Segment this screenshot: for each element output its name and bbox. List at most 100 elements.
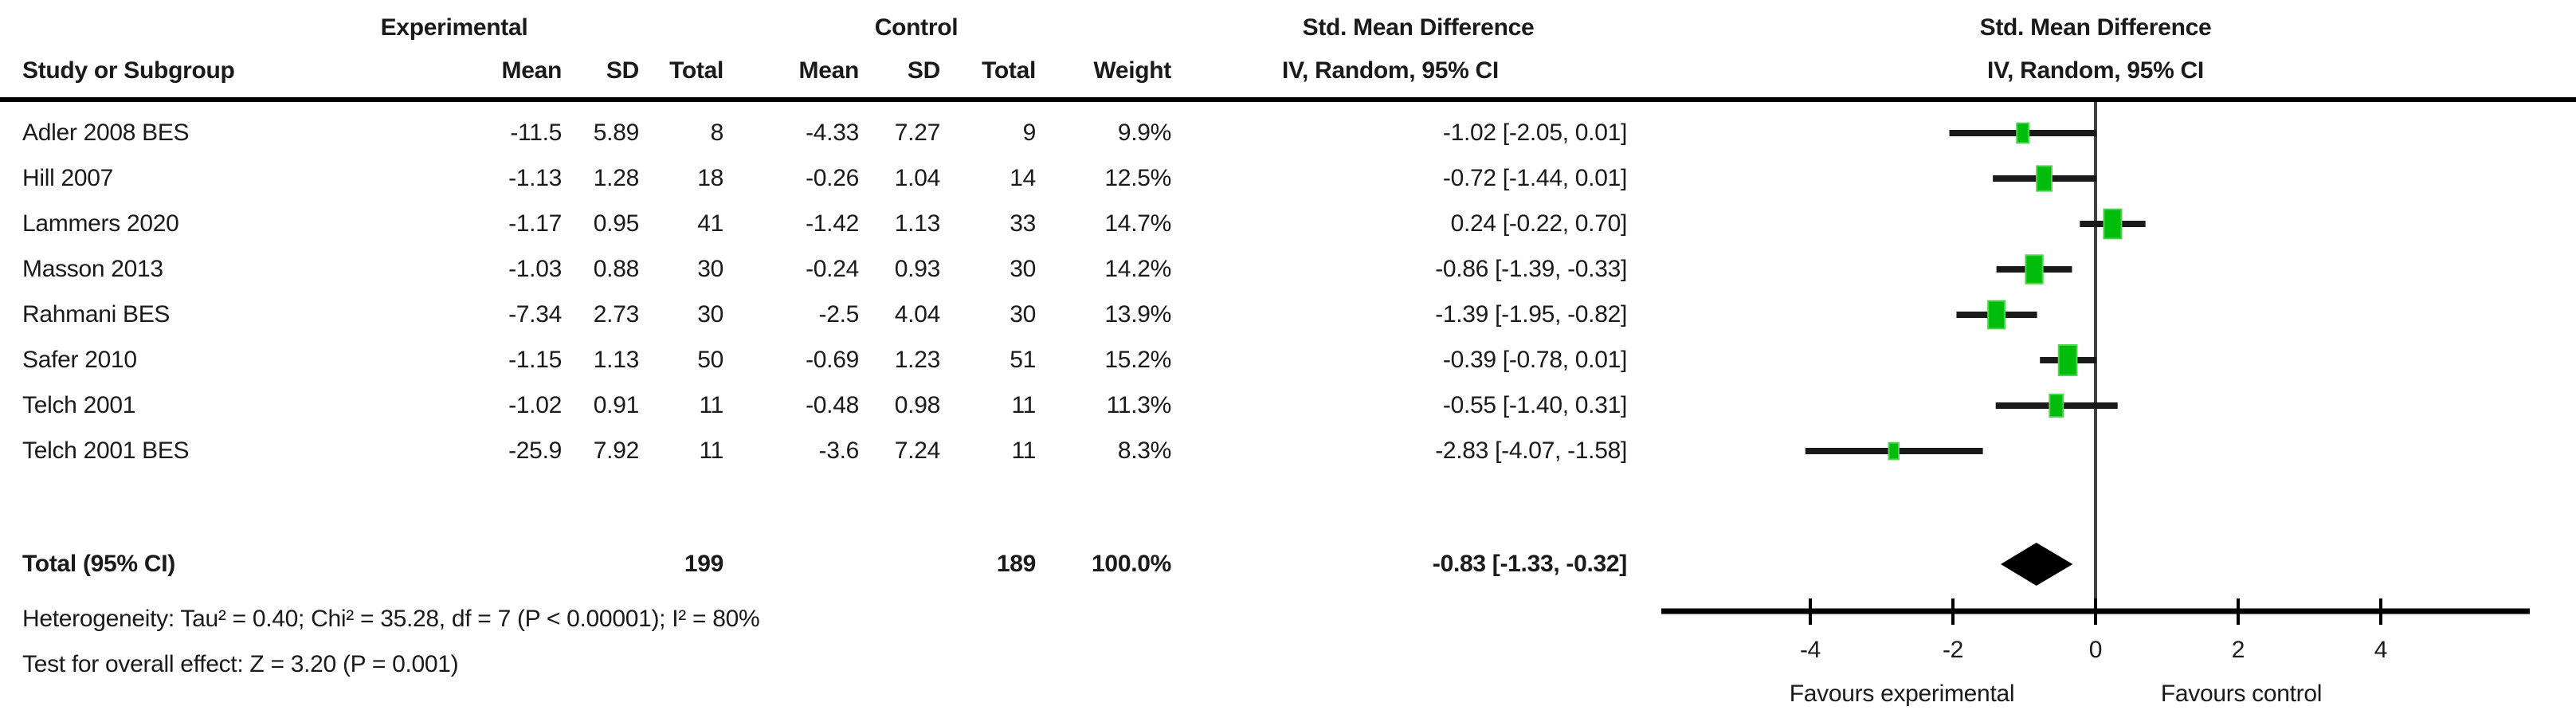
- exp-total: 18: [697, 165, 723, 191]
- axis-tick-label: 2: [2232, 637, 2245, 663]
- exp-sd: 2.73: [593, 301, 640, 328]
- ctl-total: 14: [1010, 165, 1036, 191]
- weight-value: 15.2%: [1104, 347, 1171, 373]
- effect-square: [2025, 254, 2044, 284]
- ctl-sd: 4.04: [894, 301, 941, 328]
- header-experimental-group: Experimental: [380, 14, 528, 41]
- header-study-or-subgroup: Study or Subgroup: [22, 57, 235, 84]
- study-row: Telch 2001 -1.02 0.91 11 -0.48 0.98 11 11.3% -0.…: [0, 390, 2576, 421]
- header-ctl-mean: Mean: [798, 57, 860, 84]
- plot-header-method: IV, Random, 95% CI: [1987, 57, 2204, 84]
- total-weight: 100.0%: [1092, 551, 1171, 577]
- effect-square: [1987, 300, 2006, 330]
- ctl-sd: 0.93: [894, 256, 941, 282]
- ctl-sd: 1.04: [894, 165, 941, 191]
- study-name: Safer 2010: [22, 347, 137, 373]
- total-row: Total (95% CI) 199 189 100.0% -0.83 [-1.…: [0, 549, 2576, 579]
- exp-mean: -1.02: [508, 392, 562, 418]
- ctl-mean: -0.69: [806, 347, 859, 373]
- ctl-mean: -4.33: [806, 120, 859, 146]
- exp-total: 11: [699, 437, 723, 464]
- study-row: Safer 2010 -1.15 1.13 50 -0.69 1.23 51 15.2% -0.…: [0, 345, 2576, 375]
- total-exp-total: 199: [684, 551, 723, 577]
- ci-text: -1.02 [-2.05, 0.01]: [1442, 120, 1627, 146]
- exp-total: 8: [710, 120, 724, 146]
- exp-sd: 0.91: [593, 392, 640, 418]
- weight-value: 13.9%: [1104, 301, 1171, 328]
- exp-sd: 5.89: [593, 120, 640, 146]
- favours-right-label: Favours control: [2161, 681, 2322, 707]
- exp-sd: 7.92: [593, 437, 640, 464]
- study-name: Masson 2013: [22, 256, 163, 282]
- study-name: Lammers 2020: [22, 210, 179, 237]
- exp-mean: -1.03: [508, 256, 562, 282]
- ctl-mean: -0.24: [806, 256, 859, 282]
- study-name: Adler 2008 BES: [22, 120, 190, 146]
- effect-square: [2036, 165, 2053, 192]
- header-exp-mean: Mean: [501, 57, 563, 84]
- heterogeneity-stats: Heterogeneity: Tau² = 0.40; Chi² = 35.28…: [22, 606, 760, 632]
- study-name: Rahmani BES: [22, 301, 171, 328]
- study-row: Rahmani BES -7.34 2.73 30 -2.5 4.04 30 13.9% -1.…: [0, 300, 2576, 330]
- exp-total: 30: [697, 301, 723, 328]
- effect-square: [2103, 208, 2123, 240]
- study-row: Hill 2007 -1.13 1.28 18 -0.26 1.04 14 12.5% -0.7…: [0, 163, 2576, 194]
- total-ctl-total: 189: [996, 551, 1036, 577]
- exp-sd: 1.28: [593, 165, 640, 191]
- ctl-total: 51: [1010, 347, 1036, 373]
- overall-effect-test: Test for overall effect: Z = 3.20 (P = 0…: [22, 651, 459, 677]
- ctl-total: 11: [1011, 437, 1036, 464]
- exp-mean: -1.17: [508, 210, 562, 237]
- ctl-mean: -1.42: [806, 210, 859, 237]
- weight-value: 11.3%: [1106, 392, 1172, 418]
- study-row: Adler 2008 BES -11.5 5.89 8 -4.33 7.27 9 9.9% -1…: [0, 118, 2576, 148]
- ctl-total: 30: [1010, 256, 1036, 282]
- study-name: Telch 2001 BES: [22, 437, 190, 464]
- axis-tick-label: -2: [1943, 637, 1963, 663]
- ctl-mean: -0.48: [806, 392, 859, 418]
- favours-left-label: Favours experimental: [1790, 681, 2014, 707]
- header-weight: Weight: [1093, 57, 1171, 84]
- ci-text: -0.55 [-1.40, 0.31]: [1442, 392, 1627, 418]
- effect-square: [1888, 441, 1900, 461]
- header-exp-sd: SD: [606, 57, 639, 84]
- study-row: Telch 2001 BES -25.9 7.92 11 -3.6 7.24 11 8.3% -…: [0, 436, 2576, 466]
- ctl-total: 30: [1010, 301, 1036, 328]
- ctl-sd: 7.24: [894, 437, 941, 464]
- weight-value: 14.7%: [1104, 210, 1171, 237]
- effect-square: [2016, 122, 2030, 144]
- header-smd-column: Std. Mean Difference: [1302, 14, 1535, 41]
- ctl-sd: 7.27: [894, 120, 941, 146]
- ci-text: -2.83 [-4.07, -1.58]: [1435, 437, 1627, 464]
- exp-mean: -25.9: [508, 437, 562, 464]
- weight-value: 14.2%: [1104, 256, 1171, 282]
- exp-mean: -7.34: [508, 301, 562, 328]
- ci-text: -0.72 [-1.44, 0.01]: [1442, 165, 1627, 191]
- column-header-row: Study or Subgroup Mean SD Total Mean SD …: [0, 56, 2576, 86]
- ci-text: 0.24 [-0.22, 0.70]: [1450, 210, 1628, 237]
- header-ctl-total: Total: [982, 57, 1036, 84]
- axis-tick-label: 4: [2374, 637, 2387, 663]
- total-ci-text: -0.83 [-1.33, -0.32]: [1432, 551, 1627, 577]
- total-diamond: [2000, 543, 2073, 586]
- ctl-sd: 1.13: [894, 210, 941, 237]
- study-row: Masson 2013 -1.03 0.88 30 -0.24 0.93 30 14.2% -0…: [0, 254, 2576, 284]
- ctl-total: 33: [1010, 210, 1036, 237]
- study-name: Telch 2001: [22, 392, 136, 418]
- ctl-total: 9: [1022, 120, 1037, 146]
- weight-value: 9.9%: [1117, 120, 1171, 146]
- weight-value: 8.3%: [1117, 437, 1171, 464]
- exp-total: 50: [697, 347, 723, 373]
- header-ci-method: IV, Random, 95% CI: [1282, 57, 1499, 84]
- header-divider: [0, 97, 2576, 102]
- exp-total: 11: [699, 392, 723, 418]
- ctl-total: 11: [1011, 392, 1036, 418]
- forest-plot-canvas: -4 -2 0 2 4 Favours experimental Favours contr…: [1661, 102, 2530, 707]
- exp-sd: 0.95: [593, 210, 640, 237]
- ctl-mean: -0.26: [806, 165, 859, 191]
- ctl-sd: 0.98: [894, 392, 941, 418]
- ctl-mean: -2.5: [818, 301, 860, 328]
- study-name: Hill 2007: [22, 165, 114, 191]
- header-ctl-sd: SD: [907, 57, 940, 84]
